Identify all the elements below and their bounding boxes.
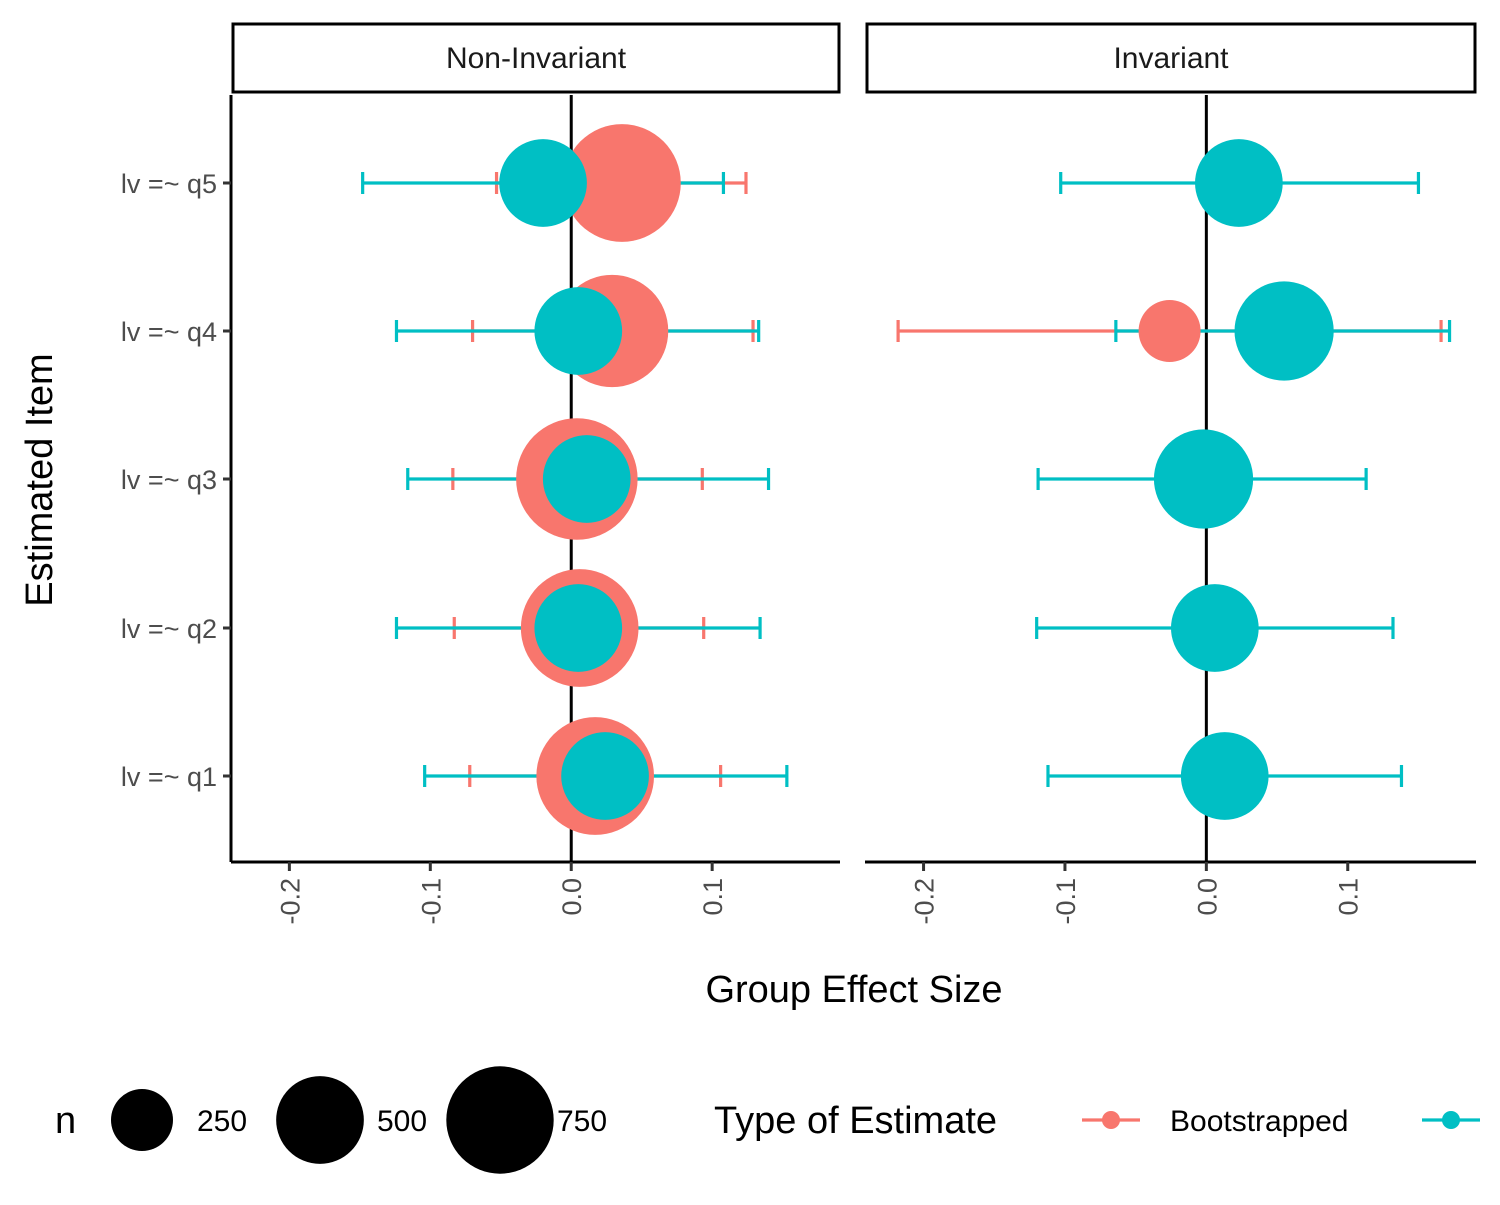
estimate-point [1170, 584, 1259, 672]
x-tick-label: 0.1 [698, 878, 728, 916]
x-tick-label: -0.1 [416, 878, 446, 925]
color-legend-key-point [1442, 1111, 1460, 1129]
estimate-point [1138, 300, 1201, 362]
facet-strip-label: Non-Invariant [446, 42, 627, 75]
y-tick-label: lv =~ q2 [121, 614, 217, 644]
size-legend-title: n [55, 1100, 76, 1142]
size-legend-key [111, 1089, 173, 1151]
size-legend-label: 500 [377, 1105, 427, 1138]
estimate-point [534, 287, 623, 375]
x-axis-title: Group Effect Size [705, 969, 1002, 1011]
color-legend-key-point [1102, 1111, 1120, 1129]
y-tick-label: lv =~ q5 [121, 169, 217, 199]
y-tick-label: lv =~ q3 [121, 465, 217, 495]
estimate-point [499, 139, 587, 227]
estimate-point [1153, 429, 1254, 529]
x-tick-label: -0.2 [275, 878, 305, 925]
y-tick-label: lv =~ q1 [121, 762, 217, 792]
color-legend-label: Bootstrapped [1170, 1105, 1348, 1138]
facet-strip-1 [865, 22, 1477, 94]
estimate-point [561, 732, 649, 820]
x-tick-label: 0.1 [1334, 878, 1364, 916]
color-legend-title: Type of Estimate [714, 1100, 997, 1142]
facet-strip-label: Invariant [1113, 42, 1229, 75]
estimate-point [563, 124, 681, 242]
size-legend-label: 750 [557, 1105, 607, 1138]
estimate-point [1234, 281, 1334, 381]
size-legend-key [446, 1066, 554, 1174]
y-axis-title: Estimated Item [19, 353, 61, 606]
estimate-point [1180, 732, 1269, 820]
y-tick-label: lv =~ q4 [121, 317, 217, 347]
estimate-point [1195, 139, 1283, 227]
x-tick-label: 0.0 [557, 878, 587, 916]
size-legend-key [276, 1076, 364, 1164]
facet-strip-0 [231, 22, 841, 94]
estimate-point [542, 435, 631, 523]
estimate-point [534, 584, 623, 672]
x-tick-label: 0.0 [1192, 878, 1222, 916]
x-tick-label: -0.2 [910, 878, 940, 925]
size-legend-label: 250 [197, 1105, 247, 1138]
x-tick-label: -0.1 [1051, 878, 1081, 925]
